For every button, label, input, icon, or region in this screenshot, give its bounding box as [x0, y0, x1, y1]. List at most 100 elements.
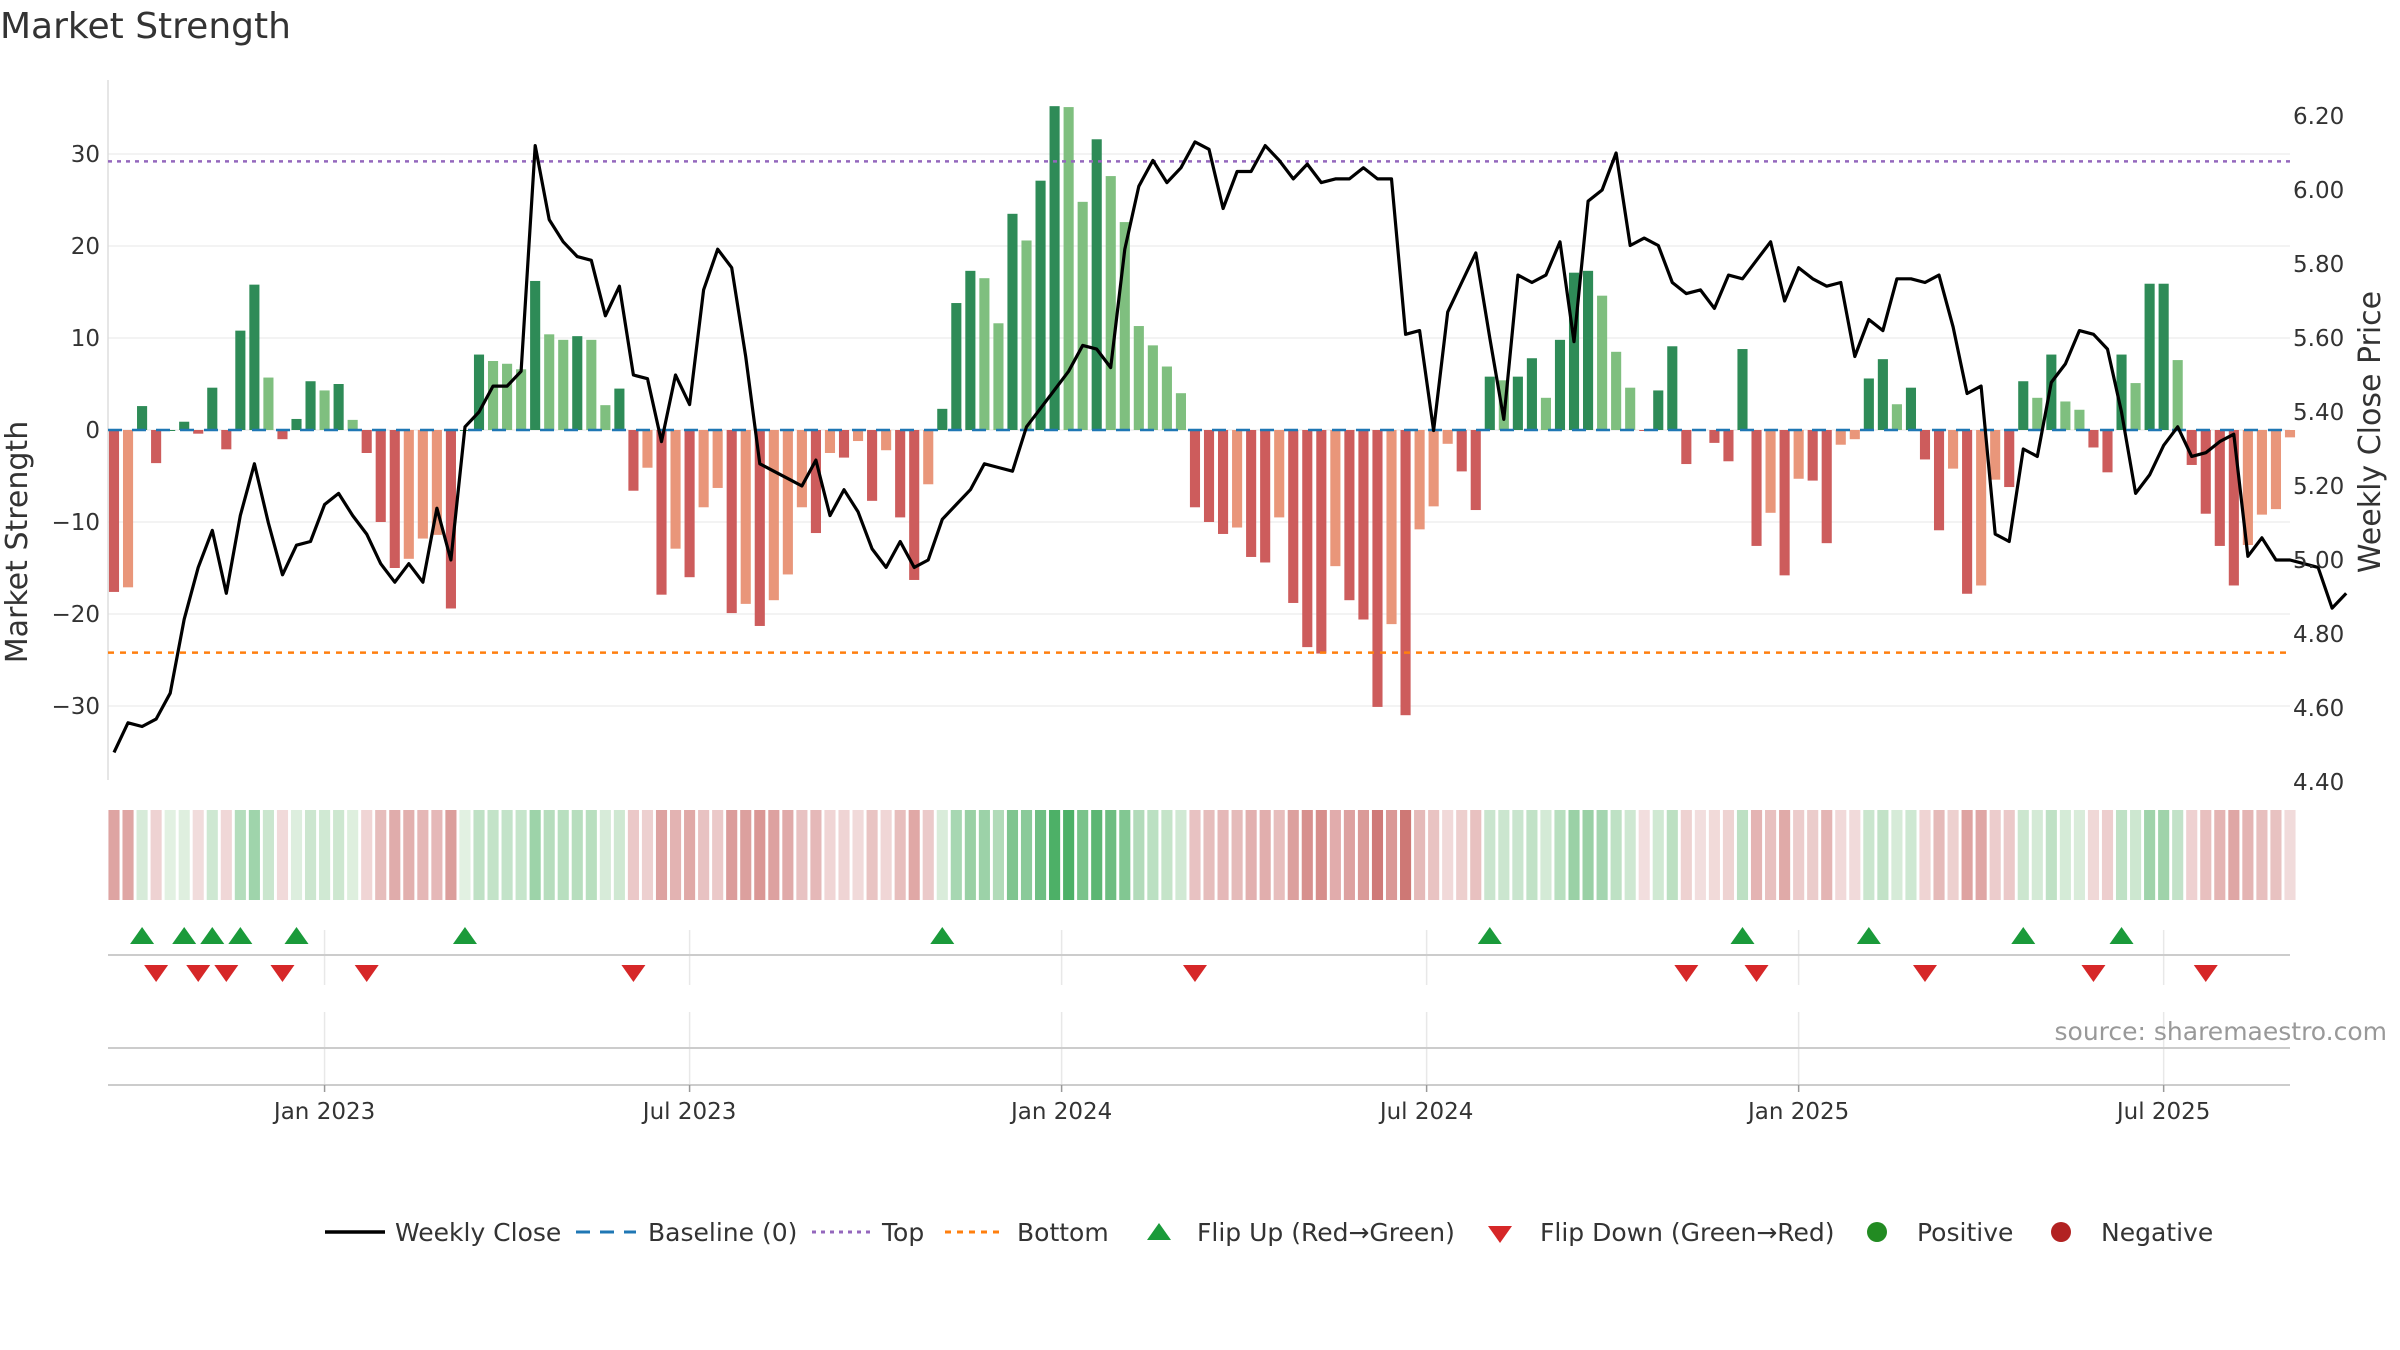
strength-bar [2088, 430, 2099, 448]
heat-cell [178, 810, 190, 900]
heat-cell [1105, 810, 1117, 900]
strength-bar [502, 363, 513, 430]
strength-bar [923, 430, 934, 485]
flip-down-marker [621, 965, 646, 982]
strength-bar [881, 430, 892, 451]
heat-cell [894, 810, 906, 900]
heat-cell [2031, 810, 2043, 900]
flip-up-marker [1856, 927, 1881, 944]
strength-bar [1189, 430, 1201, 508]
heat-cell [810, 810, 822, 900]
heat-cell [1666, 810, 1678, 900]
strength-bar [2102, 430, 2113, 473]
strength-bar [2060, 401, 2071, 430]
strength-bar [1484, 376, 1495, 430]
y2-axis-label: Weekly Close Price [2353, 291, 2388, 573]
y2-tick-label: 6.20 [2293, 104, 2344, 130]
heat-cell [1540, 810, 1552, 900]
strength-bar [221, 430, 232, 450]
heat-cell [571, 810, 583, 900]
strength-bar [712, 430, 723, 488]
flip-down-marker [1182, 965, 1207, 982]
heat-cell [684, 810, 696, 900]
heat-cell [347, 810, 359, 900]
strength-bar [263, 377, 274, 430]
legend-label: Flip Up (Red→Green) [1197, 1218, 1455, 1247]
heat-cell [2101, 810, 2114, 900]
heat-cell [1329, 810, 1341, 900]
strength-bar [1540, 397, 1552, 430]
heat-cell [1652, 810, 1664, 900]
heat-cell [754, 810, 766, 900]
flip-down-marker [1912, 965, 1937, 982]
y2-tick-label: 4.40 [2293, 770, 2344, 796]
flip-down-marker [1674, 965, 1699, 982]
strength-bar [2242, 430, 2253, 545]
legend-label: Positive [1917, 1218, 2013, 1247]
heat-cell [1315, 810, 1327, 900]
strength-bar [361, 430, 372, 453]
heat-cell [262, 810, 274, 900]
heat-cell [1610, 810, 1622, 900]
strength-bar [530, 280, 541, 430]
heat-cell [1203, 810, 1215, 900]
heat-cell [2200, 810, 2212, 900]
heat-cell [1807, 810, 1819, 900]
heat-cell [880, 810, 892, 900]
strength-bar [951, 303, 962, 430]
heat-cell [655, 810, 668, 900]
heat-cell [1877, 810, 1889, 900]
heat-cell [2087, 810, 2100, 900]
heat-cell [782, 810, 794, 900]
flip-down-marker [354, 965, 379, 982]
heat-cell [2017, 810, 2029, 900]
heat-cell [1736, 810, 1749, 900]
heat-cell [1989, 810, 2001, 900]
heat-cell [234, 810, 246, 900]
strength-bar [558, 339, 569, 430]
strength-bar [1905, 387, 1917, 430]
strength-bar [867, 430, 878, 501]
heat-cell [2242, 810, 2254, 900]
strength-bar [1133, 326, 1144, 430]
flip-down-marker [186, 965, 211, 982]
heat-cell [978, 810, 990, 900]
heat-cell [1680, 810, 1692, 900]
strength-bar [1414, 430, 1425, 530]
strength-bar [249, 284, 260, 430]
heat-cell [1849, 810, 1861, 900]
heat-cell [1779, 810, 1791, 900]
flip-down-marker [2081, 965, 2106, 982]
heat-cell [1582, 810, 1594, 900]
heat-cell [1428, 810, 1440, 900]
heat-cell [1287, 810, 1299, 900]
strength-bar [2074, 409, 2085, 430]
flip-up-marker [2109, 927, 2134, 944]
strength-bar [1035, 180, 1046, 430]
strength-bar [1990, 430, 2001, 480]
strength-bar [473, 354, 485, 430]
heat-cell [2186, 810, 2198, 900]
x-tick-label: Jan 2025 [1746, 1099, 1849, 1125]
heat-cell [1442, 810, 1454, 900]
strength-bar [642, 430, 653, 468]
reference-lines [108, 160, 2290, 654]
strength-bar [1302, 430, 1313, 648]
strength-bar [516, 369, 527, 430]
strength-bar [165, 430, 176, 431]
strength-bar [1288, 430, 1299, 603]
strength-bar [2256, 430, 2267, 515]
strength-bar [1723, 430, 1734, 462]
heat-cell [1259, 810, 1271, 900]
strength-bar [1274, 430, 1285, 518]
heat-cell [1245, 810, 1257, 900]
x-tick-label: Jul 2025 [2115, 1099, 2211, 1125]
heat-cell [1091, 810, 1103, 900]
heat-cell [248, 810, 260, 900]
y-tick-label: 20 [71, 234, 100, 260]
strength-bar [1583, 270, 1594, 430]
strength-bar [2284, 430, 2296, 438]
strength-bar [1063, 107, 1074, 430]
strength-bar [137, 406, 148, 430]
heat-cell [206, 810, 218, 900]
